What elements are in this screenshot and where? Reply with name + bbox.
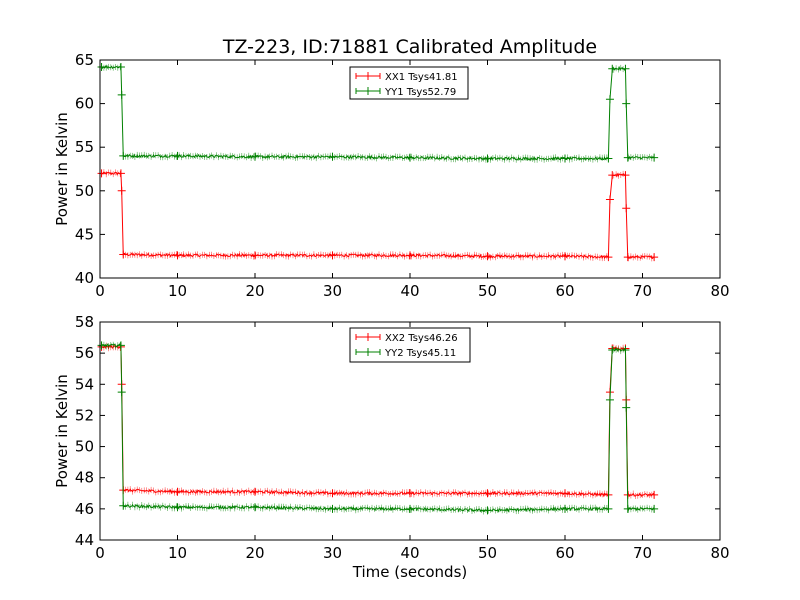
data-point: [251, 251, 259, 260]
data-point: [622, 204, 631, 213]
y-tick-label: 58: [75, 313, 94, 331]
data-point: [173, 151, 182, 160]
legend-entry: XX2 Tsys46.26: [385, 333, 458, 344]
x-tick-label: 60: [555, 544, 574, 562]
y-tick-label: 40: [75, 269, 94, 287]
x-tick-label: 30: [323, 282, 342, 300]
x-tick-label: 30: [323, 544, 342, 562]
data-point: [116, 169, 125, 178]
y-tick-label: 50: [75, 182, 94, 200]
x-axis-label: Time (seconds): [352, 563, 468, 581]
legend: XX1 Tsys41.81 YY1 Tsys52.79: [349, 66, 469, 100]
x-tick-label: 80: [710, 282, 729, 300]
x-tick-label: 50: [478, 282, 497, 300]
x-tick-label: 0: [95, 282, 105, 300]
legend-entry: XX1 Tsys41.81: [385, 72, 458, 83]
x-tick-label: 70: [633, 282, 652, 300]
y-tick-label: 48: [75, 469, 94, 487]
x-tick-label: 50: [478, 544, 497, 562]
data-point: [116, 341, 125, 350]
data-point: [406, 251, 414, 260]
series-marker-ticks: [101, 341, 655, 515]
x-tick-label: 40: [400, 282, 419, 300]
y-tick-label: 54: [75, 375, 94, 393]
x-tick-label: 10: [168, 544, 187, 562]
legend-marker: [355, 333, 381, 341]
data-point: [608, 346, 617, 355]
data-point: [116, 62, 125, 71]
data-point: [623, 504, 632, 513]
data-point: [251, 152, 259, 161]
series-marker-ticks: [101, 63, 655, 163]
y-tick-label: 56: [75, 344, 94, 362]
data-point: [251, 487, 259, 496]
y-tick-label: 46: [75, 500, 94, 518]
data-point: [483, 506, 492, 515]
data-point: [117, 186, 126, 195]
data-point: [117, 388, 126, 397]
data-point: [608, 171, 617, 180]
chart-title: TZ-223, ID:71881 Calibrated Amplitude: [222, 36, 597, 58]
legend-box: [349, 66, 469, 100]
legend-marker: [355, 87, 381, 95]
data-point: [483, 489, 492, 498]
x-tick-label: 40: [400, 544, 419, 562]
x-tick-label: 80: [710, 544, 729, 562]
x-tick-label: 20: [245, 282, 264, 300]
data-point: [604, 253, 613, 262]
x-tick-label: 20: [245, 544, 264, 562]
legend-entry: YY1 Tsys52.79: [384, 87, 456, 98]
data-point: [604, 504, 613, 513]
data-point: [117, 90, 126, 99]
data-point: [406, 504, 414, 513]
data-point: [173, 487, 182, 496]
legend: XX2 Tsys46.26 YY2 Tsys45.11: [349, 327, 471, 363]
series-markers-2: [97, 341, 659, 515]
series-markers-1: [97, 169, 659, 262]
y-tick-label: 55: [75, 138, 94, 156]
legend-marker: [355, 72, 381, 80]
y-tick-label: 50: [75, 438, 94, 456]
data-point: [406, 489, 414, 498]
data-point: [623, 153, 632, 162]
data-point: [406, 153, 414, 162]
data-point: [483, 154, 492, 163]
data-point: [173, 251, 182, 260]
legend-box: [349, 327, 471, 363]
legend-entry: YY2 Tsys45.11: [384, 348, 456, 359]
data-point: [622, 99, 631, 108]
chart-panel-1: 0 10 20 30 40 50 60 70 80 40 45 50 55 60 65 TZ-223, ID:…: [53, 36, 730, 300]
y-tick-label: 60: [75, 95, 94, 113]
x-tick-label: 0: [95, 544, 105, 562]
chart-panel-2: 0 10 20 30 40 50 60 70 80 44 46 48 50 52 54 56 58 Power i…: [53, 313, 730, 581]
y-tick-label: 65: [75, 51, 94, 69]
y-tick-label: 44: [75, 531, 94, 549]
data-point: [622, 403, 631, 412]
y-tick-label: 45: [75, 225, 94, 243]
x-tick-label: 10: [168, 282, 187, 300]
x-tick-label: 70: [633, 544, 652, 562]
data-point: [604, 154, 613, 163]
series-marker-ticks: [101, 169, 655, 262]
series-markers-2: [97, 62, 659, 163]
y-axis-label: Power in Kelvin: [53, 112, 71, 226]
data-point: [623, 253, 632, 262]
data-point: [251, 503, 259, 512]
y-tick-label: 52: [75, 406, 94, 424]
y-axis-label: Power in Kelvin: [53, 374, 71, 488]
x-tick-label: 60: [555, 282, 574, 300]
data-point: [483, 252, 492, 261]
legend-marker: [355, 348, 381, 356]
data-point: [173, 503, 182, 512]
data-point: [608, 64, 617, 73]
